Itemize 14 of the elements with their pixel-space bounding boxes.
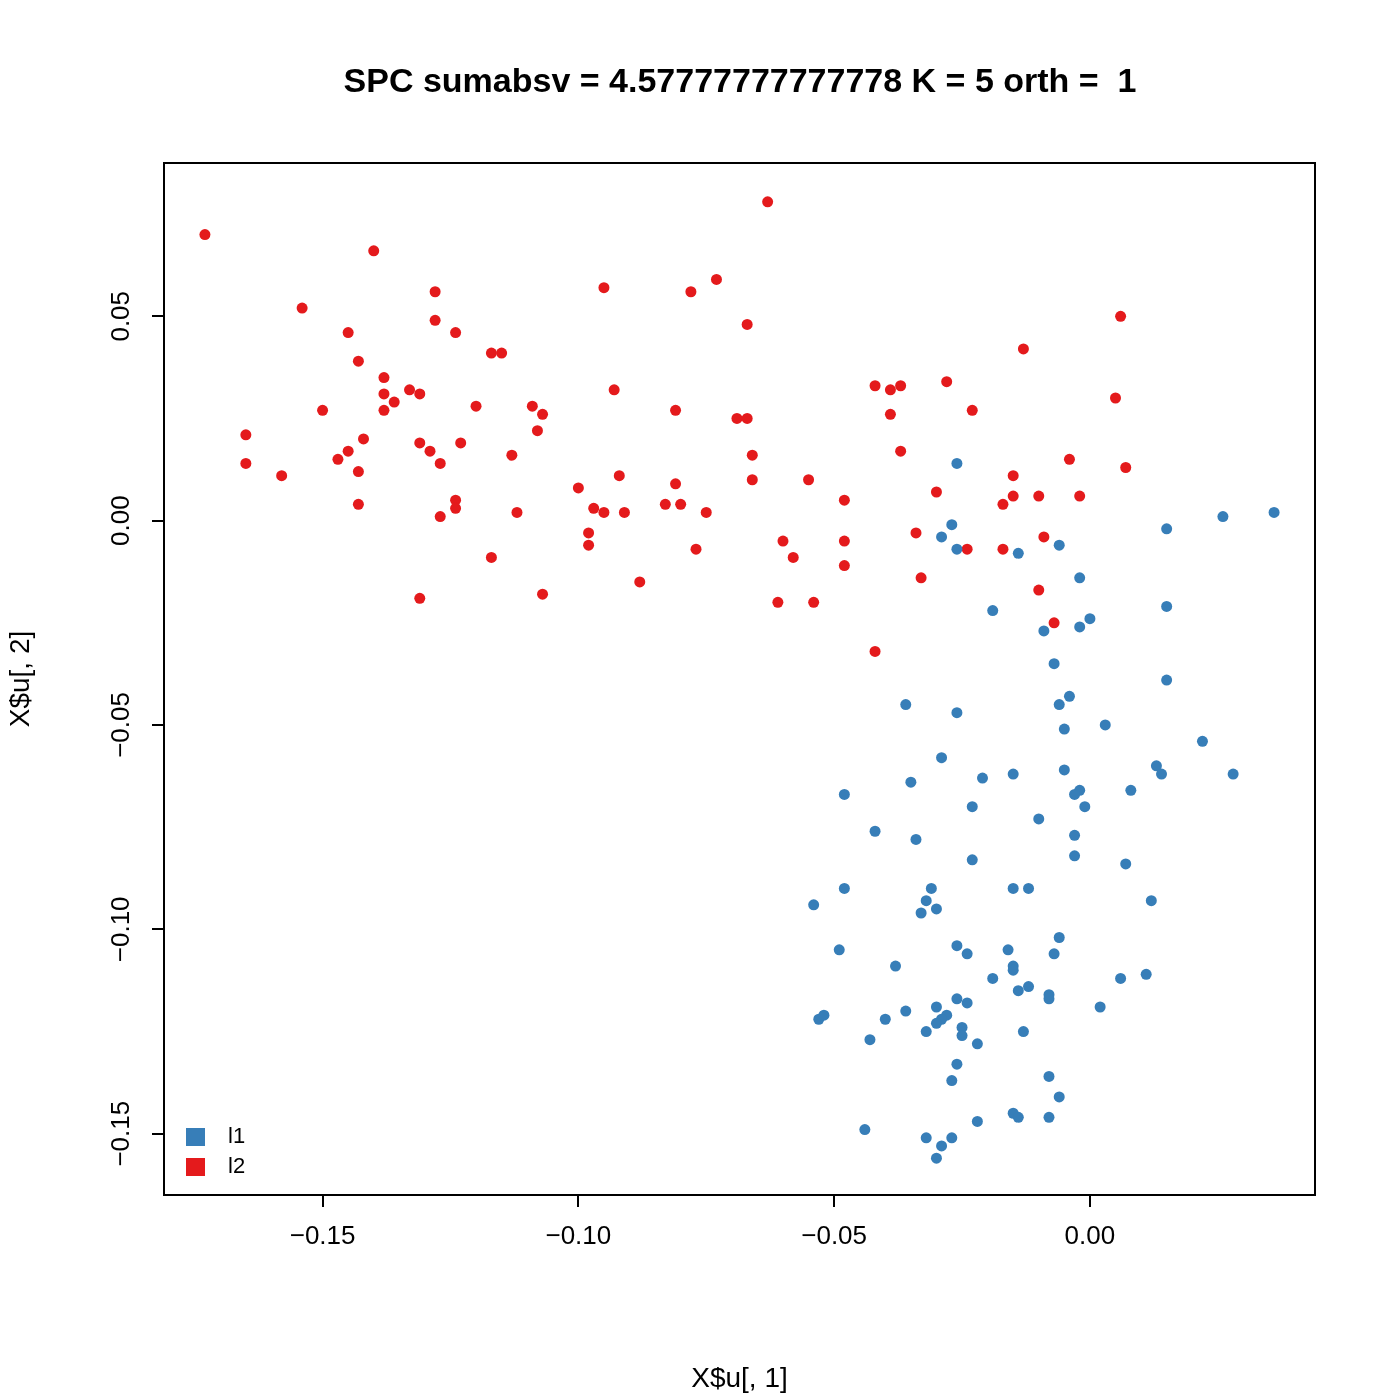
- chart-title: SPC sumabsv = 4.57777777777778 K = 5 orth = 1: [343, 61, 1137, 100]
- x-tick-label: −0.10: [545, 1219, 612, 1250]
- x-tick-label: −0.05: [801, 1219, 868, 1250]
- y-tick-label: −0.05: [105, 692, 136, 758]
- legend-label: l2: [228, 1153, 246, 1179]
- x-tick-label: 0.00: [1064, 1219, 1116, 1250]
- y-tick-label: 0.00: [105, 495, 136, 546]
- y-axis-title: X$u[, 2]: [3, 630, 35, 728]
- x-axis-title: X$u[, 1]: [691, 1361, 788, 1393]
- y-tick-label: −0.10: [105, 896, 136, 963]
- legend-label: l1: [228, 1123, 246, 1149]
- x-tick-label: −0.15: [289, 1219, 356, 1250]
- y-tick-label: 0.05: [105, 290, 136, 342]
- y-tick-label: −0.15: [105, 1100, 136, 1167]
